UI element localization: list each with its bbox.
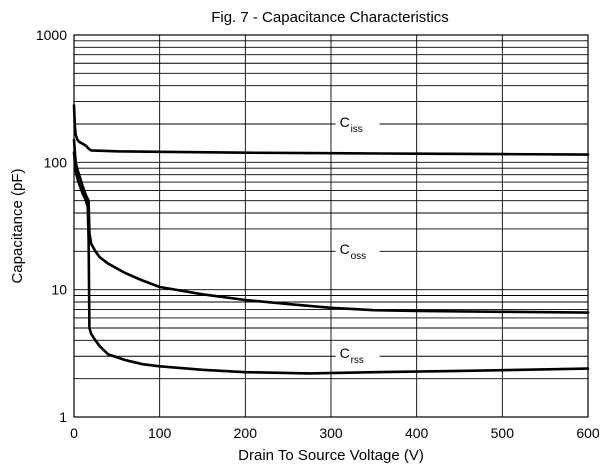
grid xyxy=(74,35,588,417)
x-tick-label: 0 xyxy=(70,425,78,441)
x-axis-label: Drain To Source Voltage (V) xyxy=(238,447,424,464)
y-tick-label: 10 xyxy=(51,282,67,298)
x-tick-labels: 0 100 200 300 400 500 600 xyxy=(70,425,600,441)
series-label-background xyxy=(335,343,380,370)
x-tick-label: 100 xyxy=(148,425,172,441)
plot-frame xyxy=(73,34,589,418)
x-tick-label: 400 xyxy=(405,425,429,441)
series-lines xyxy=(72,104,590,375)
series-line-ciss xyxy=(72,104,590,156)
y-tick-label: 1000 xyxy=(36,27,67,43)
x-tick-label: 500 xyxy=(491,425,515,441)
series-label-background xyxy=(335,111,380,138)
x-tick-label: 600 xyxy=(576,425,600,441)
series-label-crss: C xyxy=(340,345,350,361)
series-label-background xyxy=(335,239,380,266)
series-line-coss xyxy=(72,138,590,314)
chart-title: Fig. 7 - Capacitance Characteristics xyxy=(211,9,449,26)
x-tick-label: 300 xyxy=(319,425,343,441)
series-line-crss xyxy=(72,151,590,375)
series-label-subscript: iss xyxy=(351,124,363,135)
y-tick-label: 1 xyxy=(59,409,67,425)
series-label-subscript: oss xyxy=(351,251,367,262)
y-tick-label: 100 xyxy=(44,154,68,170)
series-label-ciss: C xyxy=(340,114,350,130)
y-tick-labels: 1 10 100 1000 xyxy=(36,27,67,425)
x-tick-label: 200 xyxy=(234,425,258,441)
series-label-subscript: rss xyxy=(351,355,364,366)
y-axis-label: Capacitance (pF) xyxy=(9,168,26,283)
series-label-coss: C xyxy=(340,241,350,257)
